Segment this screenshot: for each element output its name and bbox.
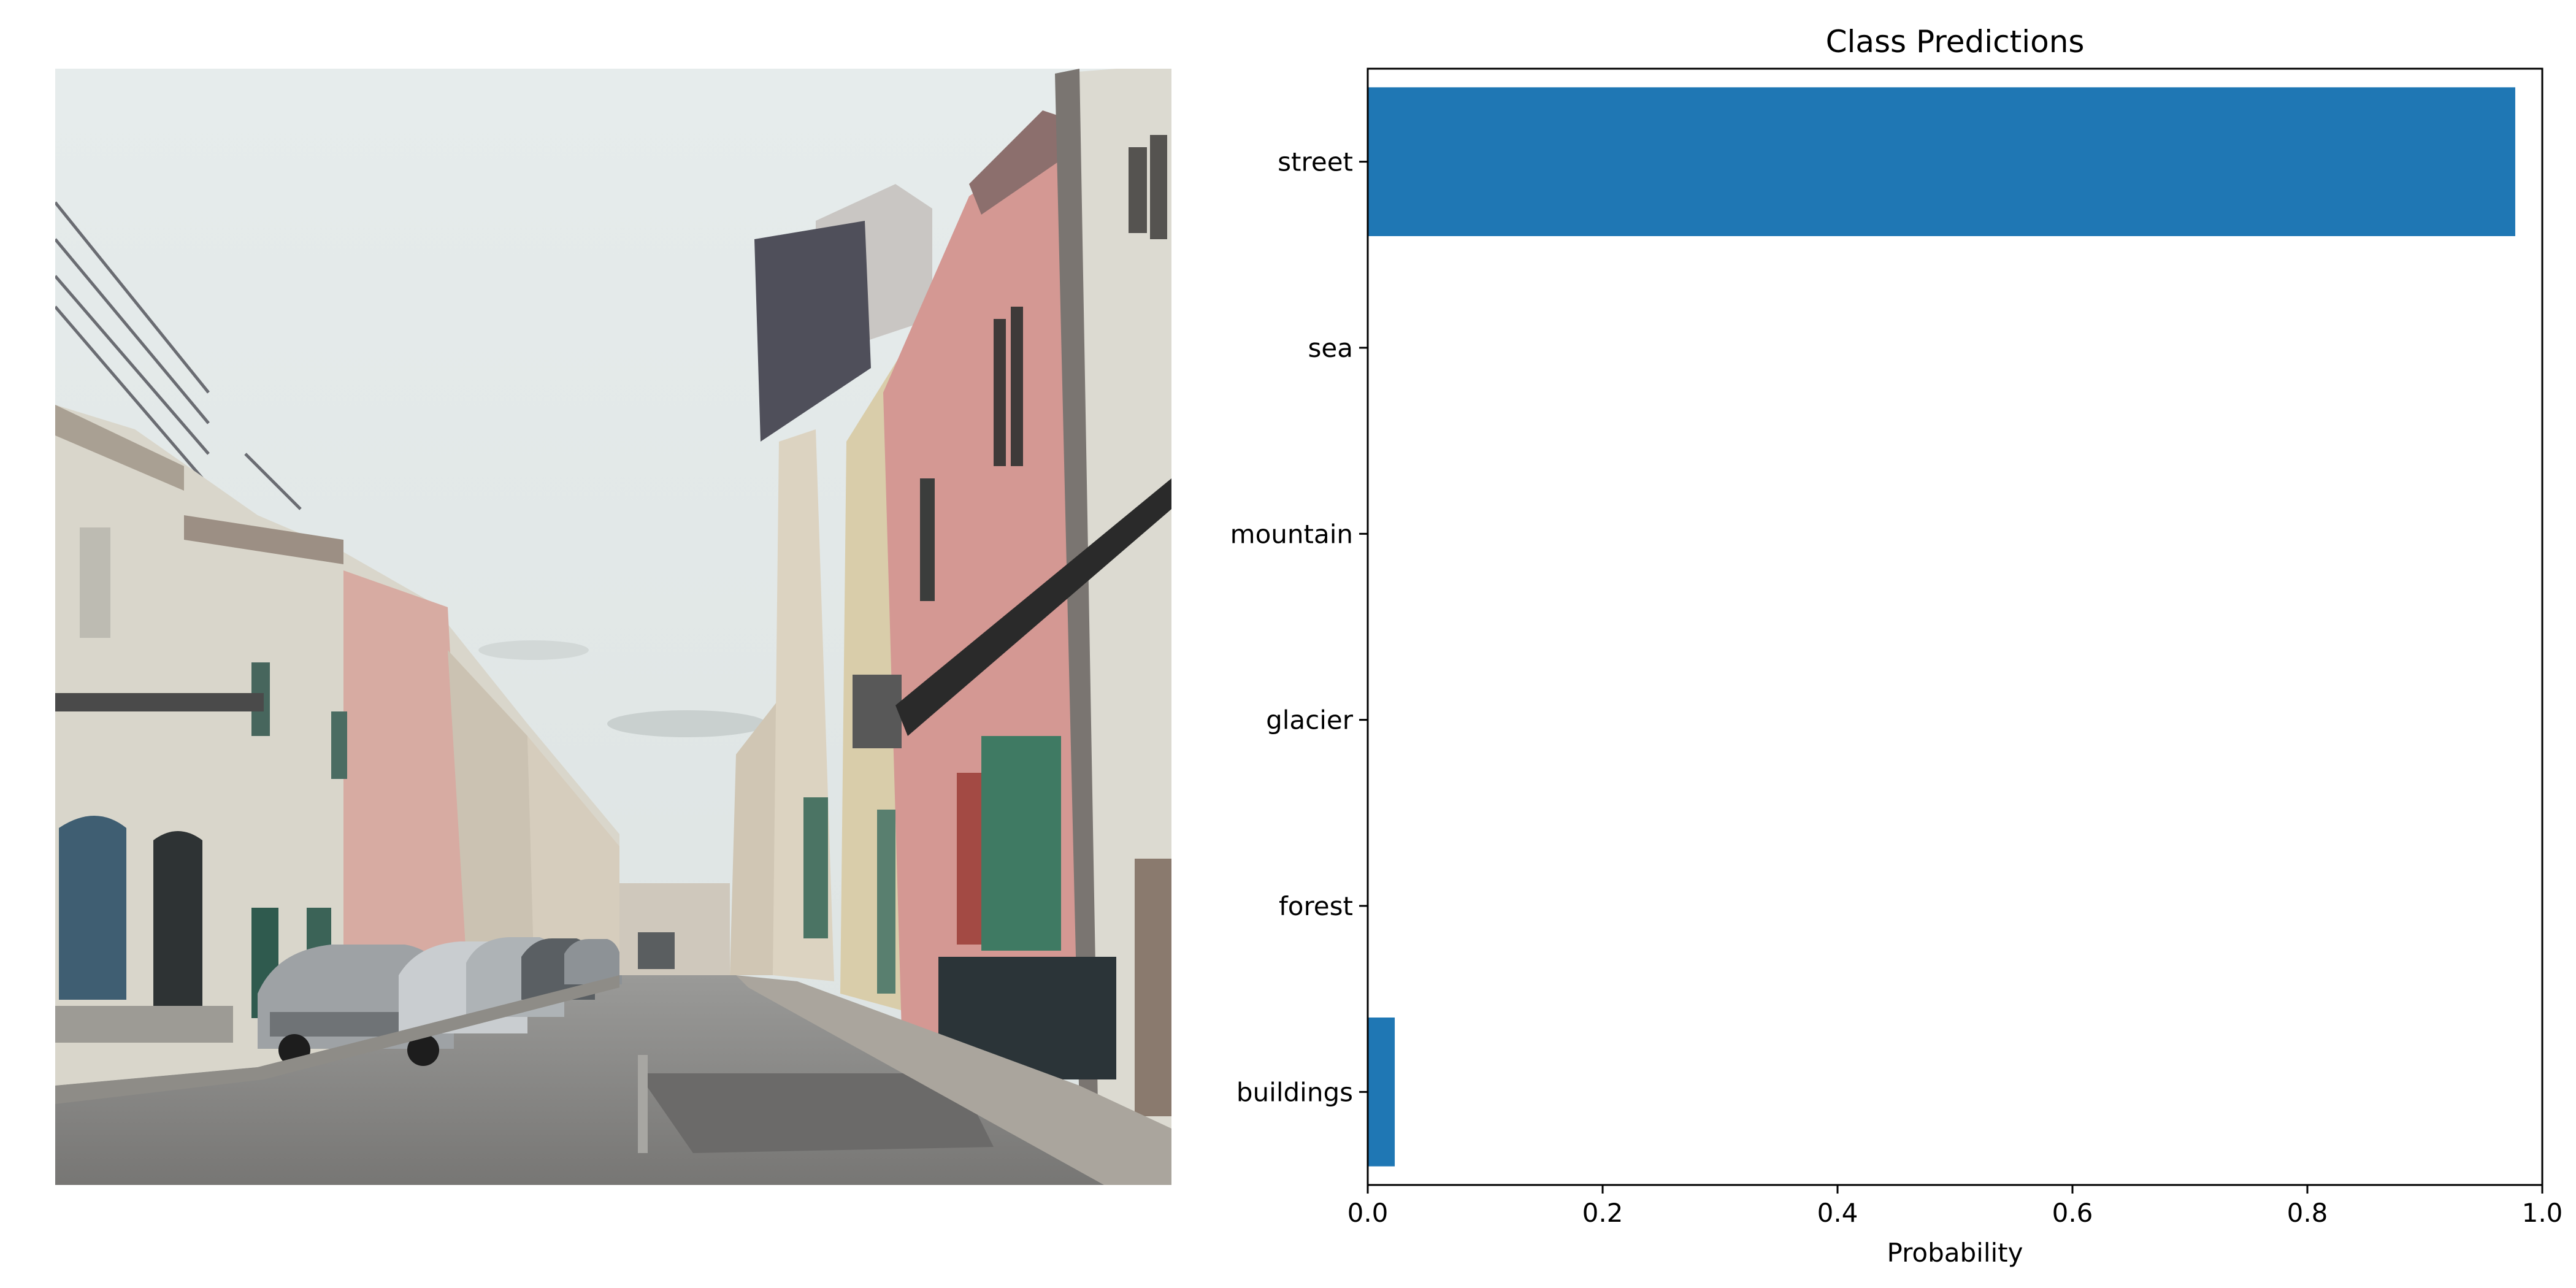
y-tick-label: sea bbox=[1308, 333, 1353, 363]
x-tick-label: 0.2 bbox=[1582, 1198, 1623, 1228]
y-tick-label: street bbox=[1278, 147, 1353, 177]
y-tick-label: forest bbox=[1279, 891, 1353, 921]
y-tick-label: buildings bbox=[1236, 1077, 1353, 1107]
y-tick-label: mountain bbox=[1230, 519, 1353, 549]
x-tick-label: 0.0 bbox=[1347, 1198, 1389, 1228]
x-tick-label: 0.8 bbox=[2287, 1198, 2328, 1228]
bar-buildings bbox=[1368, 1018, 1395, 1167]
x-axis-ticks: 0.0 0.2 0.4 0.6 0.8 1.0 bbox=[1347, 1185, 2563, 1228]
x-tick-label: 1.0 bbox=[2522, 1198, 2563, 1228]
chart: Class Predictions street sea mountain glaci… bbox=[1230, 24, 2563, 1268]
bars bbox=[1368, 87, 2515, 1167]
chart-title: Class Predictions bbox=[1826, 24, 2085, 59]
y-tick-label: glacier bbox=[1266, 705, 1354, 735]
y-axis-ticks: street sea mountain glacier forest buildings bbox=[1230, 147, 1368, 1107]
street-photo bbox=[55, 69, 1171, 1185]
x-axis-label: Probability bbox=[1887, 1238, 2023, 1268]
bar-street bbox=[1368, 87, 2515, 236]
x-tick-label: 0.6 bbox=[2052, 1198, 2093, 1228]
x-tick-label: 0.4 bbox=[1817, 1198, 1858, 1228]
plot-frame bbox=[1367, 67, 2543, 1186]
